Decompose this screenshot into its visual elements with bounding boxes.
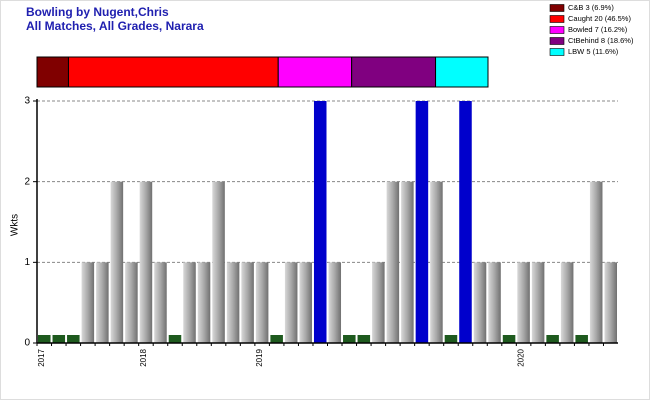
y-tick-label: 3 <box>24 96 30 107</box>
composition-segment <box>277 56 353 88</box>
x-tick-label: 2017 <box>37 348 46 366</box>
composition-segment <box>36 56 69 88</box>
chart-title: Bowling by Nugent,Chris <box>26 5 169 19</box>
bar <box>110 181 124 343</box>
bar <box>430 181 443 343</box>
bar <box>488 262 501 343</box>
legend-label: Caught 20 (46.5%) <box>568 14 631 23</box>
bar <box>575 335 588 343</box>
bar <box>226 262 240 343</box>
bar <box>154 262 167 343</box>
bar <box>444 335 458 343</box>
bar <box>270 335 283 343</box>
bar <box>357 335 371 343</box>
bar <box>255 262 269 343</box>
y-tick-label: 2 <box>24 176 30 187</box>
bar <box>343 335 356 343</box>
chart-subtitle: All Matches, All Grades, Narara <box>26 19 204 33</box>
legend-swatch <box>549 26 565 34</box>
bar <box>241 262 254 343</box>
legend-label: CtBehind 8 (18.6%) <box>568 36 634 45</box>
x-tick-label: 2018 <box>139 348 148 366</box>
bar <box>168 335 182 343</box>
bar <box>96 262 109 343</box>
legend-label: C&B 3 (6.9%) <box>568 3 614 12</box>
bar <box>473 262 487 343</box>
legend-label: Bowled 7 (16.2%) <box>568 25 628 34</box>
composition-segment <box>67 56 279 88</box>
bar <box>139 181 153 343</box>
bar <box>81 262 95 343</box>
bar <box>125 262 138 343</box>
bar <box>560 262 574 343</box>
bar <box>197 262 211 343</box>
bar <box>52 335 66 343</box>
y-axis-label: Wkts <box>10 214 21 236</box>
bar <box>502 335 516 343</box>
bar <box>604 262 617 343</box>
x-tick-label: 2020 <box>516 348 525 366</box>
bar <box>38 335 51 343</box>
bar <box>459 101 472 343</box>
bar <box>372 262 385 343</box>
bar <box>517 262 530 343</box>
bar <box>284 262 298 343</box>
y-tick-label: 1 <box>24 257 30 268</box>
composition-segment <box>351 56 437 88</box>
bar <box>401 181 414 343</box>
legend-label: LBW 5 (11.6%) <box>568 47 619 56</box>
bar <box>589 181 603 343</box>
bar <box>415 101 429 343</box>
bar <box>386 181 400 343</box>
bar <box>212 181 225 343</box>
legend-swatch <box>549 48 565 56</box>
bar <box>299 262 312 343</box>
bar <box>531 262 545 343</box>
legend-swatch <box>549 37 565 45</box>
composition-segment <box>435 56 489 88</box>
bar <box>328 262 342 343</box>
legend-swatch <box>549 4 565 12</box>
y-tick-label: 0 <box>24 338 30 349</box>
bar <box>313 101 327 343</box>
x-tick-label: 2019 <box>255 348 264 366</box>
legend-swatch <box>549 15 565 23</box>
bar <box>183 262 196 343</box>
bar <box>546 335 559 343</box>
bar <box>67 335 80 343</box>
